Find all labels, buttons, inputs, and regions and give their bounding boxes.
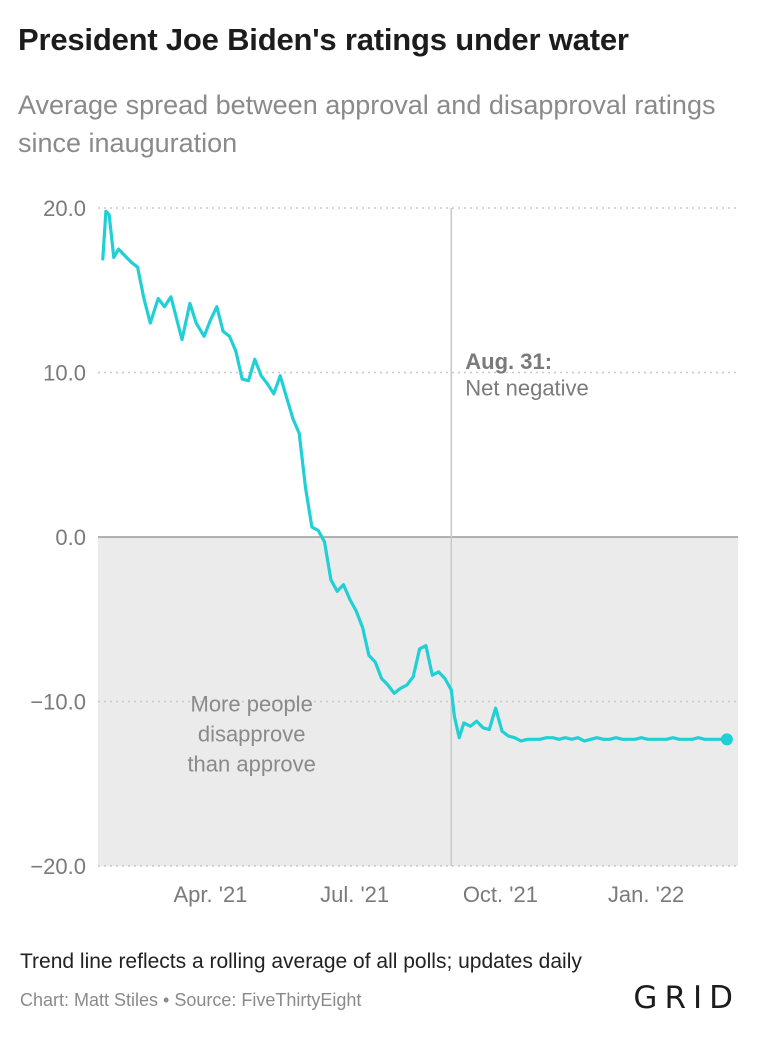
gridlines — [98, 207, 738, 867]
x-tick-label: Jan. '22 — [608, 882, 684, 907]
chart-subtitle: Average spread between approval and disa… — [18, 90, 716, 158]
y-tick-label: 0.0 — [55, 525, 86, 550]
chart-title: President Joe Biden's ratings under wate… — [18, 22, 629, 57]
x-axis: Apr. '21 Jul. '21 Oct. '21 Jan. '22 — [174, 882, 685, 907]
latest-value-dot — [720, 733, 733, 746]
trend-line — [101, 209, 729, 743]
x-tick-label: Oct. '21 — [463, 882, 538, 907]
footnote: Trend line reflects a rolling average of… — [20, 950, 582, 973]
annotation-text: Net negative — [465, 376, 589, 401]
y-tick-label: 10.0 — [43, 361, 86, 386]
grid-logo: GRID — [633, 980, 740, 1016]
y-tick-label: 20.0 — [43, 196, 86, 221]
y-tick-label: −20.0 — [30, 854, 86, 879]
x-tick-label: Jul. '21 — [320, 882, 389, 907]
y-tick-label: −10.0 — [30, 690, 86, 715]
shaded-region-label-line: than approve — [187, 751, 315, 776]
x-tick-label: Apr. '21 — [174, 882, 248, 907]
line-chart: 20.0 10.0 0.0 −10.0 −20.0 Apr. '21 Jul. '21 Oc… — [30, 196, 738, 907]
shaded-region-label: More people disapprove than approve — [187, 691, 315, 776]
shaded-region-label-line: disapprove — [198, 721, 306, 746]
y-axis: 20.0 10.0 0.0 −10.0 −20.0 — [30, 196, 86, 879]
credit-line: Chart: Matt Stiles • Source: FiveThirtyE… — [20, 990, 362, 1010]
shaded-region-label-line: More people — [191, 691, 313, 716]
annotation-date: Aug. 31: — [465, 349, 552, 374]
